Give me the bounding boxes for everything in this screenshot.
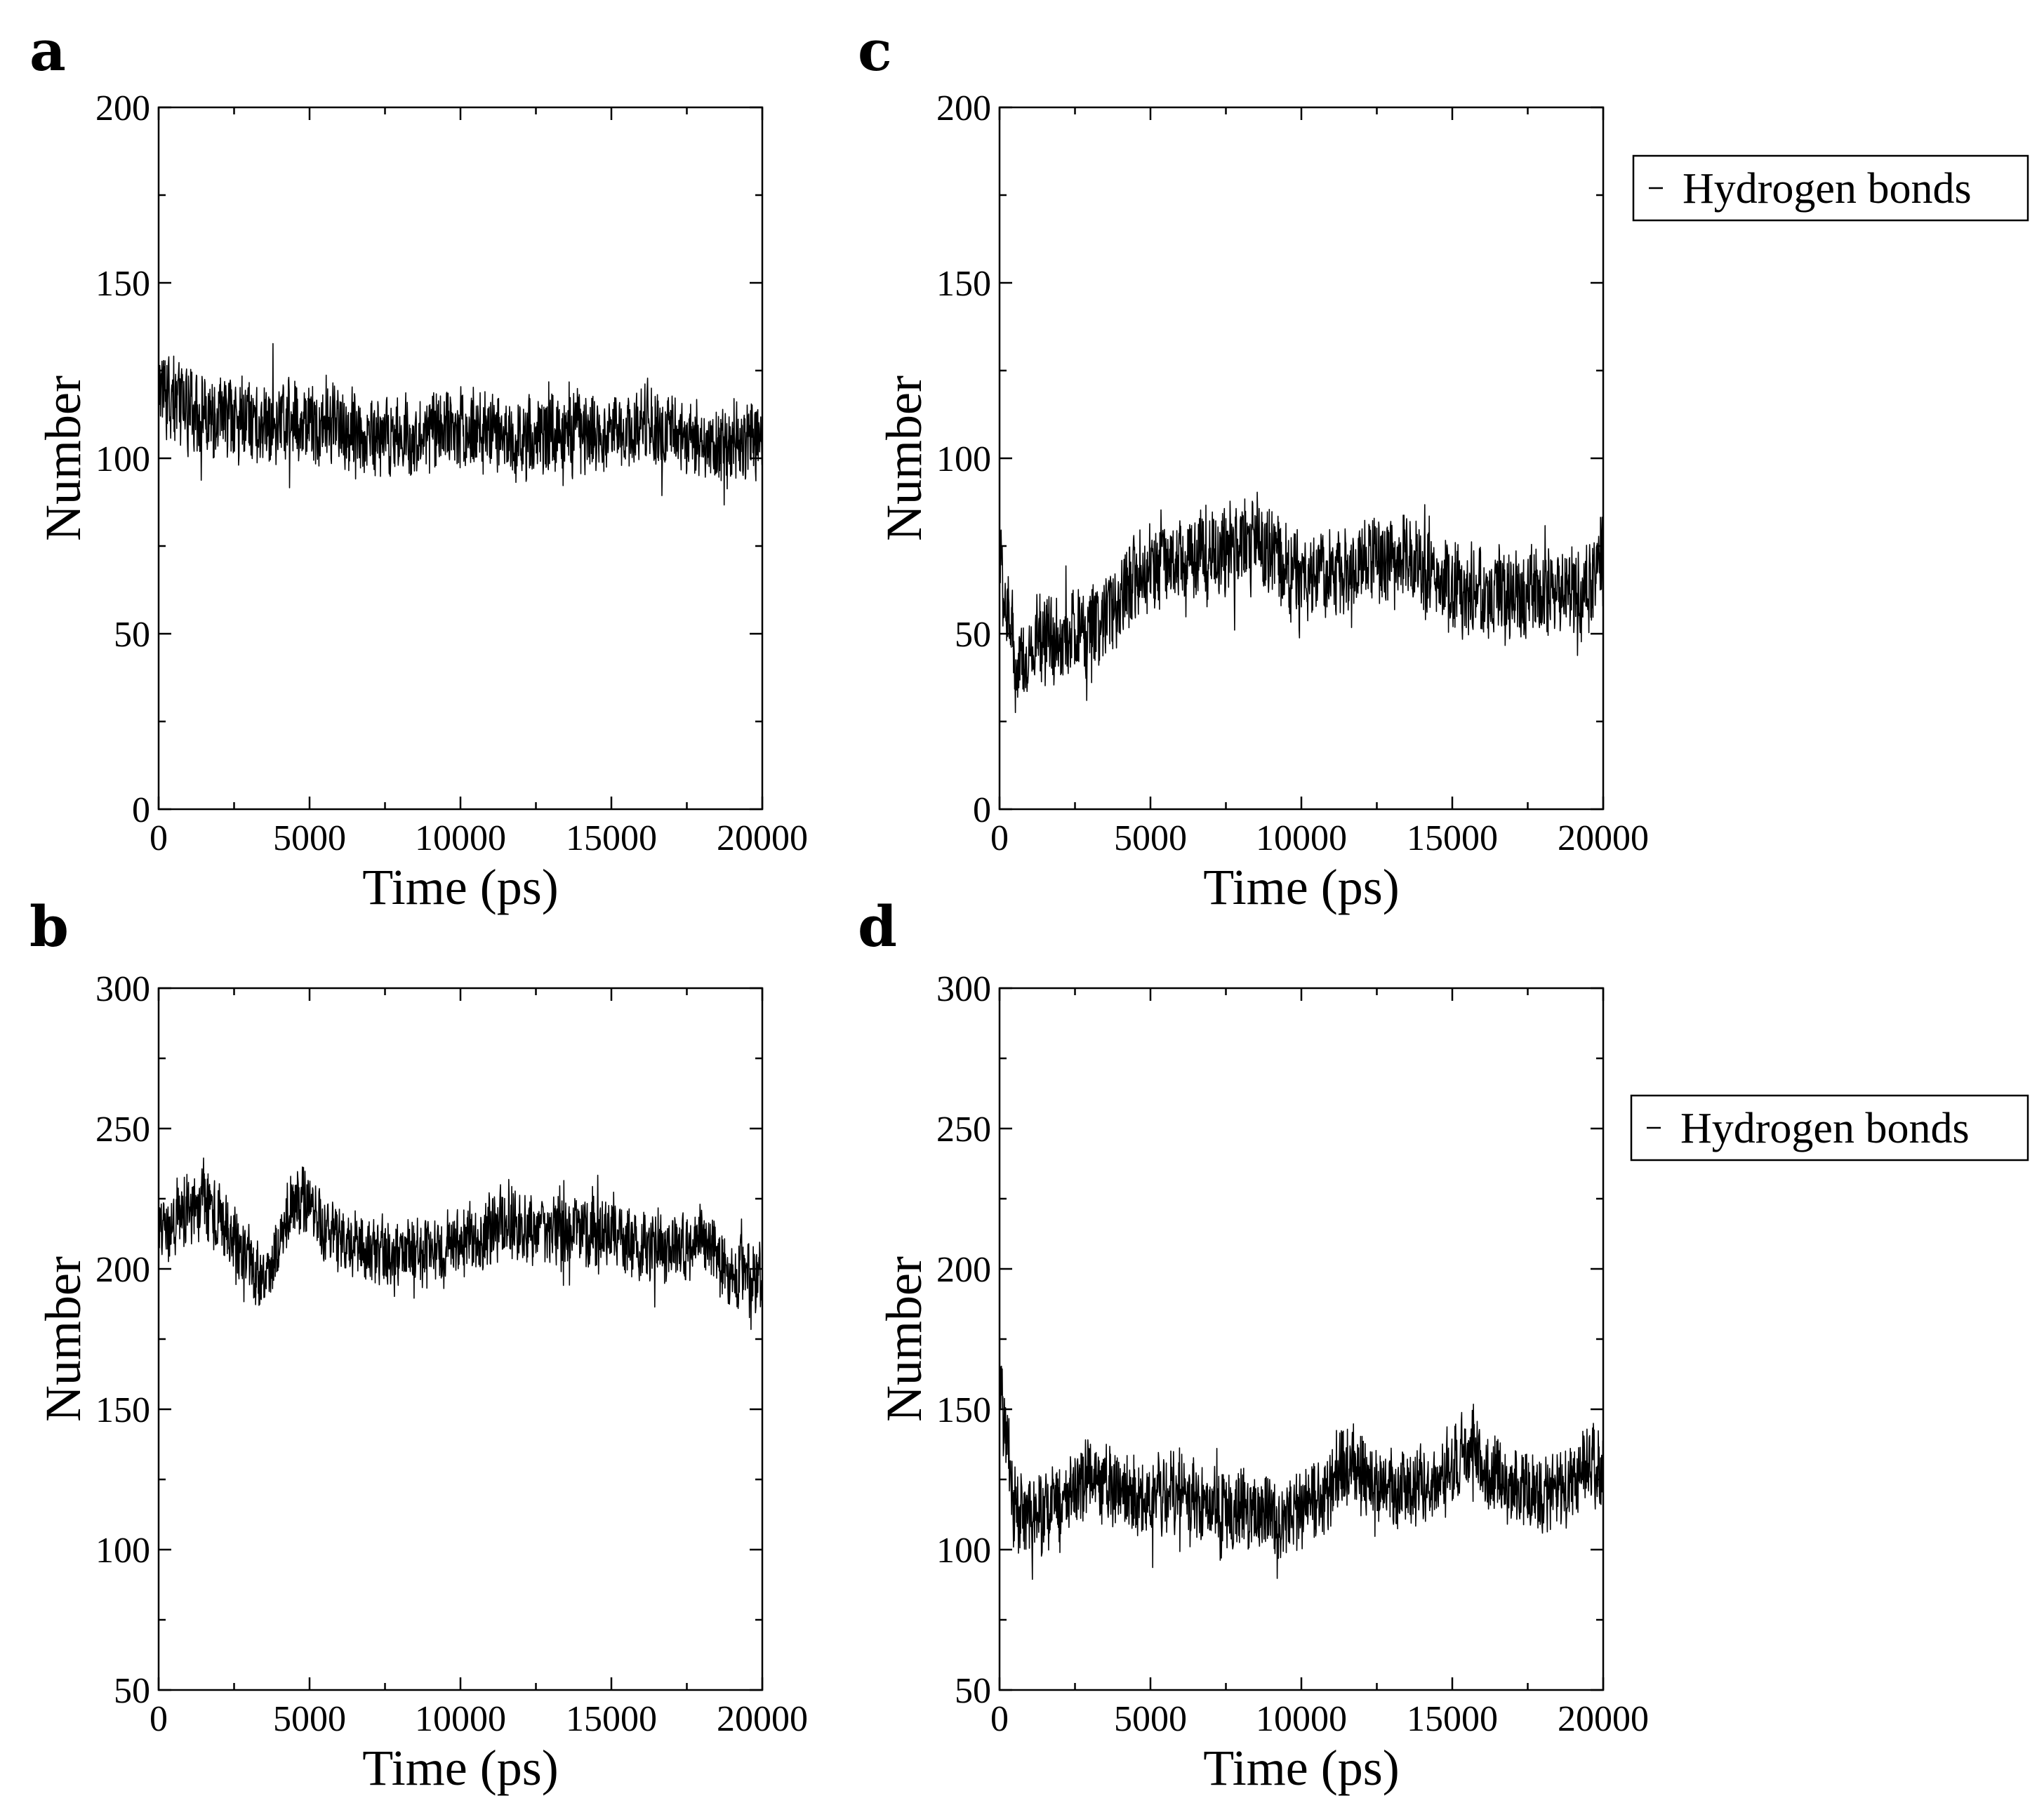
hydrogen-bonds-series-a xyxy=(158,342,763,506)
y-tick-label-a: 0 xyxy=(132,790,150,830)
x-tick-label-c: 0 xyxy=(990,818,1009,858)
y-tick-label-a: 150 xyxy=(95,264,150,304)
x-tick-label-d: 20000 xyxy=(1558,1699,1649,1739)
y-tick-label-b: 50 xyxy=(114,1671,150,1711)
panel-c: c 0 5000 10000 15000 20000 0 50 100 150 200 Time (p… xyxy=(858,18,2029,915)
y-tick-label-b: 100 xyxy=(95,1531,150,1571)
y-tick-label-b: 250 xyxy=(95,1110,150,1150)
panel-a: a 0 5000 10000 15000 20000 0 50 100 150 200 Time (p… xyxy=(29,18,808,915)
x-tick-label-b: 15000 xyxy=(566,1699,657,1739)
y-tick-label-d: 50 xyxy=(955,1671,991,1711)
x-tick-label-a: 0 xyxy=(150,818,168,858)
y-tick-label-c: 0 xyxy=(973,790,991,830)
x-axis-title-b: Time (ps) xyxy=(362,1740,558,1796)
y-tick-label-c: 100 xyxy=(936,439,991,479)
x-axis-title-c: Time (ps) xyxy=(1203,859,1399,915)
plot-frame-d xyxy=(998,987,1605,1691)
x-axis-title-d: Time (ps) xyxy=(1203,1740,1399,1796)
x-tick-label-d: 5000 xyxy=(1114,1699,1187,1739)
y-tick-label-a: 50 xyxy=(114,615,150,655)
y-tick-label-b: 300 xyxy=(95,969,150,1009)
panel-letter-c: c xyxy=(858,18,892,84)
panel-letter-b: b xyxy=(29,893,69,959)
y-axis-title-c: Number xyxy=(876,375,932,541)
x-tick-label-c: 20000 xyxy=(1558,818,1649,858)
legend-c: Hydrogen bonds xyxy=(1632,154,2029,222)
x-tick-label-a: 5000 xyxy=(273,818,346,858)
y-tick-label-c: 200 xyxy=(936,88,991,128)
y-tick-label-b: 150 xyxy=(95,1390,150,1430)
y-tick-label-c: 150 xyxy=(936,264,991,304)
x-tick-label-c: 15000 xyxy=(1407,818,1498,858)
y-tick-label-b: 200 xyxy=(95,1250,150,1290)
x-tick-label-d: 0 xyxy=(990,1699,1009,1739)
plot-frame-b xyxy=(157,987,764,1691)
y-tick-label-d: 150 xyxy=(936,1390,991,1430)
x-tick-label-d: 10000 xyxy=(1256,1699,1347,1739)
x-tick-label-b: 10000 xyxy=(415,1699,506,1739)
y-tick-label-d: 100 xyxy=(936,1531,991,1571)
x-tick-label-c: 5000 xyxy=(1114,818,1187,858)
x-tick-label-b: 5000 xyxy=(273,1699,346,1739)
x-tick-label-a: 10000 xyxy=(415,818,506,858)
y-tick-label-a: 200 xyxy=(95,88,150,128)
legend-label-d: Hydrogen bonds xyxy=(1680,1105,1970,1152)
x-tick-label-c: 10000 xyxy=(1256,818,1347,858)
legend-label-c: Hydrogen bonds xyxy=(1683,165,1972,213)
x-axis-title-a: Time (ps) xyxy=(362,859,558,915)
hydrogen-bonds-series-b xyxy=(158,1157,763,1331)
y-tick-label-c: 50 xyxy=(955,615,991,655)
y-axis-title-a: Number xyxy=(35,375,91,541)
hydrogen-bonds-series-d xyxy=(999,1341,1604,1581)
x-tick-label-a: 15000 xyxy=(566,818,657,858)
legend-d: Hydrogen bonds xyxy=(1630,1094,2029,1162)
y-tick-label-d: 300 xyxy=(936,969,991,1009)
y-tick-label-d: 200 xyxy=(936,1250,991,1290)
panel-b: b 0 5000 10000 15000 20000 50 100 150 200 250 300 Ti… xyxy=(29,893,808,1796)
x-tick-label-b: 0 xyxy=(150,1699,168,1739)
y-tick-label-a: 100 xyxy=(95,439,150,479)
x-tick-label-b: 20000 xyxy=(717,1699,808,1739)
y-tick-label-d: 250 xyxy=(936,1110,991,1150)
hydrogen-bonds-series-c xyxy=(999,491,1604,714)
panel-letter-d: d xyxy=(858,893,897,959)
panel-d: d 0 5000 10000 15000 20000 50 100 150 200 250 300 Ti… xyxy=(858,893,2029,1796)
panel-letter-a: a xyxy=(29,18,66,84)
x-tick-label-d: 15000 xyxy=(1407,1699,1498,1739)
x-tick-label-a: 20000 xyxy=(717,818,808,858)
legend-box-d xyxy=(1630,1094,2029,1162)
y-axis-title-b: Number xyxy=(35,1256,91,1422)
legend-box-c xyxy=(1632,154,2029,222)
y-axis-title-d: Number xyxy=(876,1256,932,1422)
plot-frame-c xyxy=(998,106,1605,811)
